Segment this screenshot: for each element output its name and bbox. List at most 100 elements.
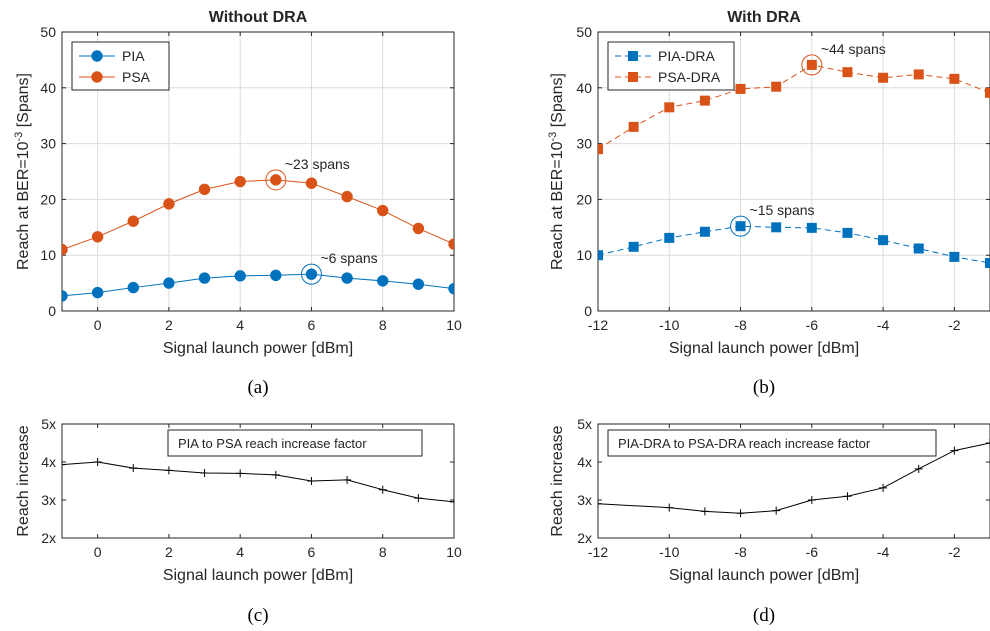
data-point bbox=[879, 483, 888, 492]
data-point bbox=[985, 258, 990, 269]
data-point bbox=[412, 222, 425, 235]
data-point bbox=[772, 506, 781, 515]
data-point bbox=[806, 222, 817, 233]
panel-caption: (b) bbox=[753, 377, 775, 398]
legend-marker bbox=[628, 51, 638, 61]
x-tick-label: -10 bbox=[659, 317, 679, 333]
data-point bbox=[414, 494, 423, 503]
x-tick-label: 2 bbox=[165, 317, 173, 333]
legend-box bbox=[71, 41, 170, 91]
annotation-label: ~15 spans bbox=[750, 202, 815, 218]
y-tick-label: 20 bbox=[40, 191, 56, 207]
chart-title: Without DRA bbox=[209, 9, 308, 26]
y-axis-label: Reach at BER=10-3 [Spans] bbox=[13, 73, 32, 270]
peak-marker-ring bbox=[265, 169, 287, 191]
data-point bbox=[62, 460, 66, 469]
x-tick-label: 10 bbox=[446, 317, 462, 333]
data-point bbox=[598, 144, 603, 155]
x-tick-label: 8 bbox=[379, 317, 387, 333]
data-point bbox=[234, 175, 246, 188]
x-tick-label: -2 bbox=[948, 544, 961, 560]
y-axis-label: Reach at BER=10-3 [Spans] bbox=[547, 73, 566, 270]
series-line-0 bbox=[598, 225, 990, 264]
y-tick-label: 2x bbox=[41, 530, 56, 546]
panel-a: 0 2 4 6 8 10 0 10 20 30 40 50 Signal launch power [d… bbox=[13, 9, 462, 398]
x-tick-label: -4 bbox=[877, 317, 890, 333]
legend-label: PSA-DRA bbox=[658, 69, 721, 85]
legend-label: PIA-DRA to PSA-DRA reach increase factor bbox=[618, 436, 871, 451]
data-point bbox=[913, 69, 924, 80]
data-point bbox=[270, 174, 282, 186]
data-point bbox=[736, 509, 745, 518]
data-point bbox=[664, 232, 675, 243]
x-tick-label: 8 bbox=[379, 544, 387, 560]
series-line-0 bbox=[62, 273, 454, 297]
axes-box bbox=[61, 31, 455, 312]
data-point bbox=[412, 278, 425, 290]
data-point bbox=[450, 497, 454, 506]
data-point bbox=[771, 222, 782, 233]
x-tick-label: -2 bbox=[948, 317, 961, 333]
data-point bbox=[62, 243, 68, 256]
data-point bbox=[598, 250, 603, 261]
y-tick-label: 5x bbox=[41, 416, 56, 432]
y-axis-label: Reach increase bbox=[549, 425, 566, 536]
x-tick-label: 4 bbox=[236, 544, 244, 560]
data-point bbox=[842, 67, 853, 78]
legend-marker bbox=[91, 50, 103, 62]
y-tick-label: 3x bbox=[41, 492, 56, 508]
data-point bbox=[198, 272, 211, 284]
data-point bbox=[598, 499, 602, 508]
data-point bbox=[93, 458, 102, 466]
y-tick-label: 4x bbox=[41, 454, 56, 470]
legend-label: PIA bbox=[122, 48, 145, 64]
data-point bbox=[377, 204, 389, 217]
data-point bbox=[305, 268, 318, 280]
data-point bbox=[307, 477, 316, 485]
y-tick-label: 0 bbox=[584, 303, 592, 319]
x-tick-label: 10 bbox=[446, 544, 462, 560]
data-point bbox=[628, 241, 639, 252]
x-tick-label: -12 bbox=[588, 544, 608, 560]
series-line-0 bbox=[62, 461, 454, 503]
data-point bbox=[986, 439, 990, 447]
data-point bbox=[735, 221, 746, 232]
peak-marker-ring bbox=[730, 215, 752, 237]
data-point bbox=[735, 83, 746, 94]
series-group bbox=[62, 458, 454, 506]
x-tick-label: -8 bbox=[734, 544, 747, 560]
annotation-label: ~44 spans bbox=[821, 41, 886, 57]
panel-caption: (d) bbox=[753, 605, 775, 626]
data-point bbox=[163, 198, 175, 210]
panel-d: -12 -10 -8 -6 -4 -2 2x 3x 4x 5x Signal launch powe… bbox=[549, 416, 990, 626]
data-point bbox=[950, 446, 959, 455]
data-point bbox=[664, 102, 675, 113]
data-point bbox=[842, 227, 853, 238]
data-point bbox=[341, 272, 353, 284]
data-point bbox=[271, 470, 280, 479]
data-point bbox=[665, 503, 674, 512]
x-tick-label: -6 bbox=[806, 544, 819, 560]
data-point bbox=[234, 270, 246, 282]
data-point bbox=[699, 226, 710, 237]
legend-box bbox=[607, 429, 937, 457]
data-point bbox=[62, 290, 68, 302]
legend-marker bbox=[91, 71, 103, 83]
x-axis-label: Signal launch power [dBm] bbox=[669, 567, 859, 584]
panel-caption: (c) bbox=[247, 605, 268, 626]
data-point bbox=[628, 121, 639, 132]
data-point bbox=[771, 81, 782, 92]
annotation-label: ~6 spans bbox=[320, 250, 377, 266]
data-point bbox=[806, 59, 817, 70]
data-point bbox=[378, 485, 387, 494]
data-point bbox=[127, 215, 139, 227]
y-tick-label: 50 bbox=[40, 24, 56, 40]
y-axis-label: Reach increase bbox=[15, 425, 32, 536]
data-point bbox=[91, 286, 104, 299]
data-point bbox=[843, 492, 852, 501]
y-tick-label: 0 bbox=[48, 303, 56, 319]
data-point bbox=[700, 507, 709, 516]
data-point bbox=[163, 277, 175, 289]
